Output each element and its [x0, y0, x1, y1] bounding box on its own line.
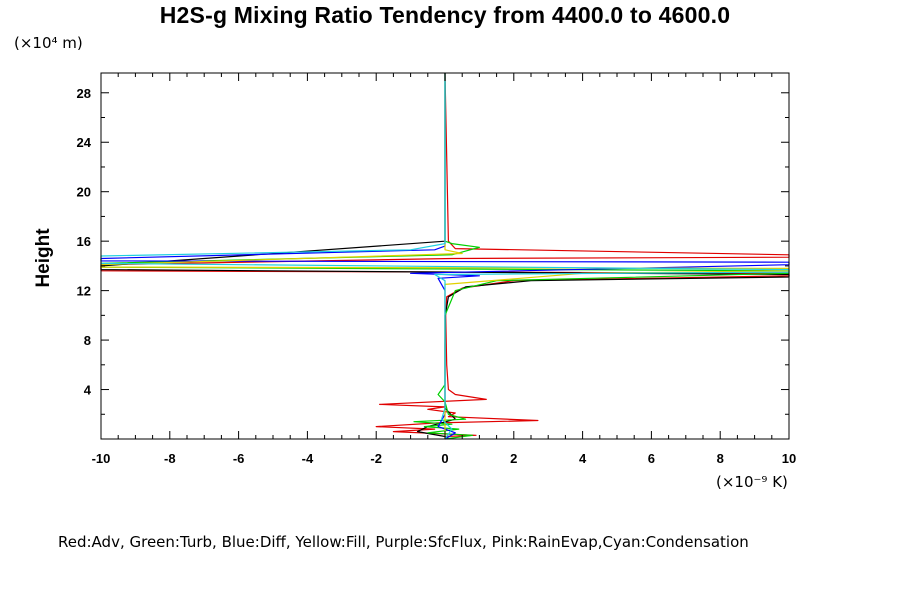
- y-tick-label: 28: [77, 86, 91, 101]
- x-tick-label: 0: [441, 451, 448, 466]
- x-tick-label: 6: [648, 451, 655, 466]
- x-tick-label: -4: [302, 451, 314, 466]
- y-tick-label: 8: [84, 333, 91, 348]
- series-line-fill: [100, 73, 790, 439]
- series-line-diff: [100, 73, 790, 440]
- y-tick-label: 16: [77, 234, 91, 249]
- y-tick-label: 24: [77, 135, 92, 150]
- x-tick-label: -10: [92, 451, 111, 466]
- chart-title: H2S-g Mixing Ratio Tendency from 4400.0 …: [159, 2, 731, 28]
- y-tick-label: 4: [84, 383, 92, 398]
- x-tick-label: -8: [164, 451, 176, 466]
- y-axis-units: (×10⁴ m): [14, 34, 83, 52]
- y-tick-label: 12: [77, 284, 91, 299]
- legend: Red:Adv, Green:Turb, Blue:Diff, Yellow:F…: [58, 533, 749, 551]
- y-tick-label: 20: [77, 185, 91, 200]
- series-layer: [100, 72, 790, 440]
- x-tick-label: -6: [233, 451, 245, 466]
- x-tick-label: -2: [370, 451, 382, 466]
- x-tick-label: 8: [717, 451, 724, 466]
- x-axis-units: (×10⁻⁹ K): [716, 473, 788, 491]
- x-tick-label: 10: [782, 451, 796, 466]
- series-line-adv: [100, 72, 790, 438]
- x-tick-label: 2: [510, 451, 517, 466]
- x-tick-label: 4: [579, 451, 587, 466]
